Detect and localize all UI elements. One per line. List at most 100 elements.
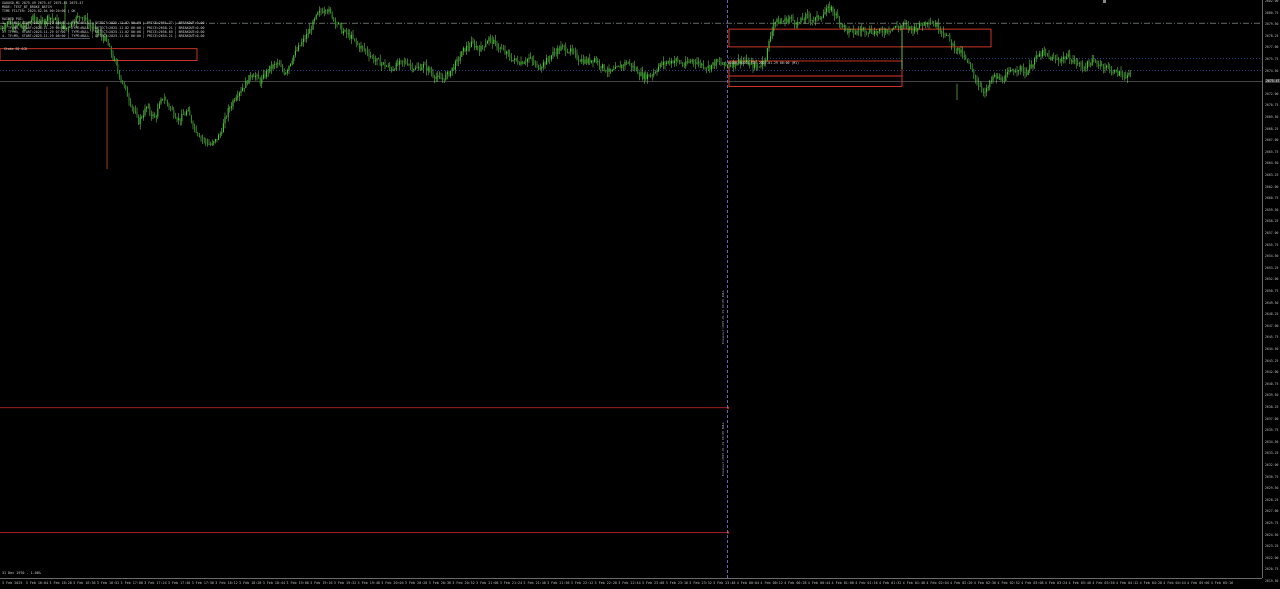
price-tick-label: 2625.75: [1265, 521, 1279, 525]
candle-body: [598, 61, 600, 67]
candle-body: [704, 67, 706, 69]
candle-body: [462, 47, 464, 52]
candle-body: [339, 23, 341, 26]
time-tick-label: 4 Feb 02:04: [926, 581, 949, 585]
ssl-label: Stake EQ SCD: [4, 47, 28, 51]
candle-body: [645, 73, 647, 80]
candle-body: [518, 63, 520, 65]
breakout-annotation-upper: Breakout:2025.01.29 00:00 BULL: [721, 290, 725, 345]
candle-body: [1013, 71, 1015, 73]
price-tick-label: 2630.75: [1265, 474, 1279, 479]
candle-body: [594, 58, 596, 62]
candle-body: [978, 82, 980, 86]
candle-body: [6, 21, 8, 25]
candle-body: [922, 25, 924, 26]
candle-body: [693, 59, 695, 63]
price-tick-label: 2640.75: [1265, 381, 1279, 386]
candle-body: [75, 17, 77, 24]
candle-body: [189, 110, 191, 116]
candle-body: [170, 107, 172, 109]
candle-body: [1070, 61, 1072, 63]
candle-body: [558, 48, 560, 51]
candle-body: [1094, 61, 1096, 62]
price-tick-label: 2652.00: [1265, 277, 1279, 282]
candle-body: [650, 75, 652, 77]
candle-body: [16, 24, 18, 28]
candle-body: [280, 65, 282, 67]
candle-body: [122, 80, 124, 85]
candle-body: [973, 69, 975, 75]
time-tick-label: 3 Feb 18:12: [215, 581, 238, 585]
candle-body: [1061, 59, 1063, 62]
time-tick-label: 3 Feb 17:24: [144, 581, 167, 585]
candle-body: [165, 99, 167, 101]
candle-body: [795, 23, 797, 26]
candle-body: [1034, 59, 1036, 65]
candle-body: [747, 59, 749, 66]
candle-body: [1110, 67, 1112, 73]
chart-shift-icon[interactable]: [1103, 0, 1106, 3]
candle-body: [621, 64, 623, 69]
candle-body: [490, 37, 492, 39]
candle-body: [485, 43, 487, 47]
candle-body: [400, 60, 402, 62]
candle-body: [422, 64, 424, 68]
candle-body: [856, 30, 858, 34]
candle-body: [506, 51, 508, 54]
candle-body: [605, 70, 607, 72]
candle-body: [402, 60, 404, 62]
candle-body: [874, 30, 876, 35]
price-axis[interactable]: 2682.00 2680.75 2679.50 2678.25 2677.00 2675.…: [1262, 0, 1280, 583]
candle-body: [43, 20, 45, 24]
candle-body: [726, 65, 728, 66]
candle-body: [222, 123, 224, 133]
candle-body: [838, 17, 840, 24]
candle-body: [539, 68, 541, 70]
candle-body: [918, 23, 920, 29]
candle-body: [438, 75, 440, 78]
candle-body: [685, 61, 687, 67]
candle-body: [136, 112, 138, 116]
candle-body: [622, 64, 624, 66]
candle-body: [21, 25, 23, 27]
price-chart[interactable]: [0, 0, 1262, 578]
candle-body: [910, 26, 912, 29]
candle-body: [365, 49, 367, 51]
candle-body: [686, 61, 688, 63]
candle-body: [371, 56, 373, 57]
candle-body: [376, 58, 378, 61]
candle-body: [1040, 53, 1042, 57]
candle-body: [923, 22, 925, 26]
candle-body: [642, 72, 644, 79]
candle-body: [288, 65, 290, 71]
time-axis[interactable]: 3 Feb 2025 3 Feb 16:04 3 Feb 16:28 3 Feb 16…: [0, 578, 1262, 589]
candle-body: [176, 118, 178, 120]
price-tick-label: 2649.50: [1265, 300, 1279, 305]
candle-body: [1037, 55, 1039, 57]
candle-body: [1011, 69, 1013, 72]
candle-body: [797, 22, 799, 26]
candle-body: [528, 57, 530, 60]
candle-body: [853, 29, 855, 34]
candle-body: [878, 29, 880, 32]
candle-body: [866, 32, 868, 34]
candle-body: [830, 6, 832, 11]
candle-body: [509, 54, 511, 59]
candle-body: [1107, 65, 1109, 67]
candle-body: [826, 8, 828, 13]
order-block-zone: [0, 48, 198, 61]
info-line: TIME FILTER: 2025.02.04 00:20:00 | OK: [2, 9, 76, 14]
candle-body: [37, 20, 39, 24]
candle-body: [725, 62, 727, 66]
candle-body: [930, 22, 932, 24]
candle-body: [448, 72, 450, 76]
candle-body: [653, 72, 655, 76]
candle-body: [437, 75, 439, 78]
candle-body: [690, 61, 692, 63]
chart-area[interactable]: XAUUSD,M1 2675.49 2675.47 2675.45 2675.4…: [0, 0, 1262, 578]
candle-body: [360, 45, 362, 49]
candle-body: [843, 25, 845, 28]
candle-body: [829, 6, 831, 11]
candle-body: [1118, 71, 1120, 76]
candle-body: [274, 63, 276, 65]
